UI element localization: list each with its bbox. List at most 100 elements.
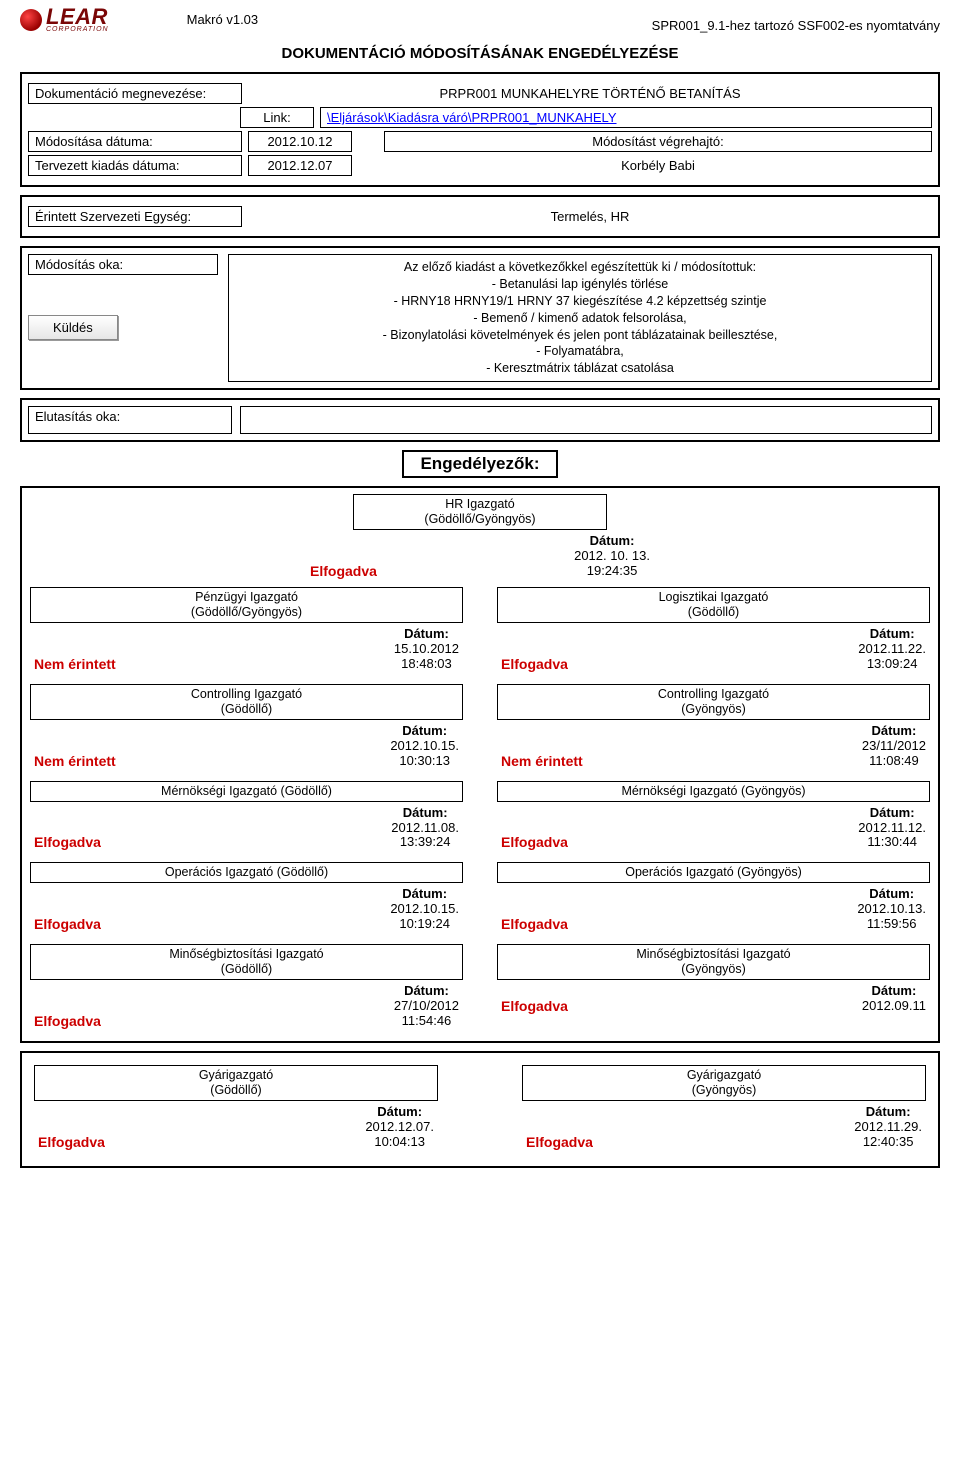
mod-exec-label: Módosítást végrehajtó: <box>384 131 932 152</box>
date-header: Dátum: <box>858 627 926 642</box>
role-box: HR Igazgató (Gödöllő/Gyöngyös) <box>353 494 607 530</box>
role-box: Pénzügyi Igazgató(Gödöllő/Gyöngyös) <box>30 587 463 623</box>
role-loc: (Gyöngyös) <box>681 962 746 976</box>
date-block: Dátum:2012.10.15.10:30:13 <box>390 724 459 769</box>
lear-logo: LEAR CORPORATION <box>20 6 109 33</box>
role-box: Logisztikai Igazgató(Gödöllő) <box>497 587 930 623</box>
role-title: Minőségbiztosítási Igazgató <box>169 947 323 961</box>
executor: Korbély Babi <box>384 158 932 173</box>
role-title: Pénzügyi Igazgató <box>195 590 298 604</box>
approver-cell: Pénzügyi Igazgató(Gödöllő/Gyöngyös)Nem é… <box>28 585 465 682</box>
date-block: Dátum:2012.11.29.12:40:35 <box>854 1105 922 1150</box>
date-header: Dátum: <box>854 1105 922 1120</box>
date-line1: 2012.11.29. <box>854 1120 922 1135</box>
status-label: Elfogadva <box>501 916 568 932</box>
status-label: Nem érintett <box>34 753 116 769</box>
date-header: Dátum: <box>574 534 650 549</box>
approver-cell: Logisztikai Igazgató(Gödöllő)ElfogadvaDá… <box>495 585 932 682</box>
date-header: Dátum: <box>862 984 926 999</box>
date-header: Dátum: <box>394 627 459 642</box>
date-line1: 2012.10.15. <box>390 902 459 917</box>
rel-date-label: Tervezett kiadás dátuma: <box>28 155 242 176</box>
date-block: Dátum:23/11/201211:08:49 <box>862 724 926 769</box>
status-label: Elfogadva <box>34 834 101 850</box>
date-line2: 12:40:35 <box>854 1135 922 1150</box>
date-line2: 18:48:03 <box>394 657 459 672</box>
role-loc: (Gödöllő/Gyöngyös) <box>191 605 302 619</box>
unit-box: Érintett Szervezeti Egység: Termelés, HR <box>20 195 940 238</box>
date-line2: 19:24:35 <box>574 564 650 579</box>
date-header: Dátum: <box>391 806 459 821</box>
page: LEAR CORPORATION Makró v1.03 SPR001_9.1-… <box>10 0 950 1178</box>
date-block: Dátum:15.10.201218:48:03 <box>394 627 459 672</box>
date-line1: 27/10/2012 <box>394 999 459 1014</box>
doc-title: DOKUMENTÁCIÓ MÓDOSÍTÁSÁNAK ENGEDÉLYEZÉSE <box>20 45 940 62</box>
status-label: Elfogadva <box>34 1013 101 1029</box>
role-title: Controlling Igazgató <box>191 687 302 701</box>
role-title: Gyárigazgató <box>199 1068 273 1082</box>
doc-name-value: PRPR001 MUNKAHELYRE TÖRTÉNŐ BETANÍTÁS <box>248 86 932 101</box>
rejection-value <box>240 406 932 434</box>
date-block: Dátum:2012.10.13.11:59:56 <box>857 887 926 932</box>
date-header: Dátum: <box>394 984 459 999</box>
role-box: Controlling Igazgató(Gyöngyös) <box>497 684 930 720</box>
status-label: Elfogadva <box>34 916 101 932</box>
role-box: Mérnökségi Igazgató (Gyöngyös) <box>497 781 930 802</box>
date-line2: 13:39:24 <box>391 835 459 850</box>
status-label: Elfogadva <box>501 998 568 1014</box>
rel-date-value: 2012.12.07 <box>248 155 352 176</box>
hr-top-block: HR Igazgató (Gödöllő/Gyöngyös) Elfogadva… <box>28 494 932 579</box>
status-label: Elfogadva <box>501 834 568 850</box>
link-label: Link: <box>240 107 314 128</box>
approver-cell: Gyárigazgató(Gödöllő)ElfogadvaDátum:2012… <box>32 1063 440 1160</box>
bottom-grid: Gyárigazgató(Gödöllő)ElfogadvaDátum:2012… <box>32 1063 928 1160</box>
date-header: Dátum: <box>858 806 926 821</box>
date-line1: 2012.09.11 <box>862 999 926 1014</box>
status-label: Elfogadva <box>526 1134 593 1150</box>
row-unit: Érintett Szervezeti Egység: Termelés, HR <box>28 206 932 227</box>
role-loc: (Gyöngyös) <box>692 1083 757 1097</box>
date-line1: 2012.11.22. <box>858 642 926 657</box>
approver-cell: Mérnökségi Igazgató (Gödöllő) Elfogadva Dá… <box>28 779 465 861</box>
role-title: Mérnökségi Igazgató (Gödöllő) <box>161 784 332 798</box>
header-box: Dokumentáció megnevezése: PRPR001 MUNKAH… <box>20 72 940 187</box>
role-title: Operációs Igazgató (Gödöllő) <box>165 865 328 879</box>
row-doc-name: Dokumentáció megnevezése: PRPR001 MUNKAH… <box>28 83 932 104</box>
date-line2: 13:09:24 <box>858 657 926 672</box>
form-ref: SPR001_9.1-hez tartozó SSF002-es nyomtat… <box>652 18 940 33</box>
logo-ball-icon <box>20 9 42 31</box>
date-line2: 10:30:13 <box>390 754 459 769</box>
date-line2: 11:08:49 <box>862 754 926 769</box>
date-line1: 2012.10.15. <box>390 739 459 754</box>
approver-cell: Operációs Igazgató (Gödöllő) Elfogadva Dát… <box>28 860 465 942</box>
role-title: HR Igazgató <box>445 497 514 511</box>
role-title: Logisztikai Igazgató <box>659 590 769 604</box>
role-loc: (Gödöllő) <box>221 962 272 976</box>
role-box: Mérnökségi Igazgató (Gödöllő) <box>30 781 463 802</box>
role-box: Gyárigazgató(Gyöngyös) <box>522 1065 926 1101</box>
role-loc: (Gödöllő/Gyöngyös) <box>424 512 535 526</box>
date-header: Dátum: <box>390 887 459 902</box>
role-title: Gyárigazgató <box>687 1068 761 1082</box>
date-line1: 23/11/2012 <box>862 739 926 754</box>
approvers-grid: Pénzügyi Igazgató(Gödöllő/Gyöngyös) Nem é… <box>28 585 932 1039</box>
reason-text: Az előző kiadást a következőkkel egészít… <box>228 254 932 382</box>
role-box: Controlling Igazgató(Gödöllő) <box>30 684 463 720</box>
date-block: Dátum:2012.11.08.13:39:24 <box>391 806 459 851</box>
approver-cell: Minőségbiztosítási Igazgató(Gödöllő) Elfo… <box>28 942 465 1039</box>
date-block: Dátum:2012.11.22.13:09:24 <box>858 627 926 672</box>
approver-cell: Controlling Igazgató(Gyöngyös)Nem érinte… <box>495 682 932 779</box>
date-block: Dátum:27/10/201211:54:46 <box>394 984 459 1029</box>
role-loc: (Gödöllő) <box>688 605 739 619</box>
date-line2: 11:30:44 <box>858 835 926 850</box>
date-line1: 2012.11.12. <box>858 821 926 836</box>
role-box: Operációs Igazgató (Gyöngyös) <box>497 862 930 883</box>
date-line2: 10:19:24 <box>390 917 459 932</box>
send-button[interactable]: Küldés <box>28 315 118 340</box>
role-loc: (Gödöllő) <box>210 1083 261 1097</box>
link-value[interactable]: \Eljárások\Kiadásra váró\PRPR001_MUNKAHE… <box>320 107 932 128</box>
approver-cell: Controlling Igazgató(Gödöllő) Nem érintet… <box>28 682 465 779</box>
role-title: Controlling Igazgató <box>658 687 769 701</box>
approvers-title-wrap: Engedélyezők: <box>20 450 940 478</box>
reason-right-col: Az előző kiadást a következőkkel egészít… <box>228 254 932 382</box>
